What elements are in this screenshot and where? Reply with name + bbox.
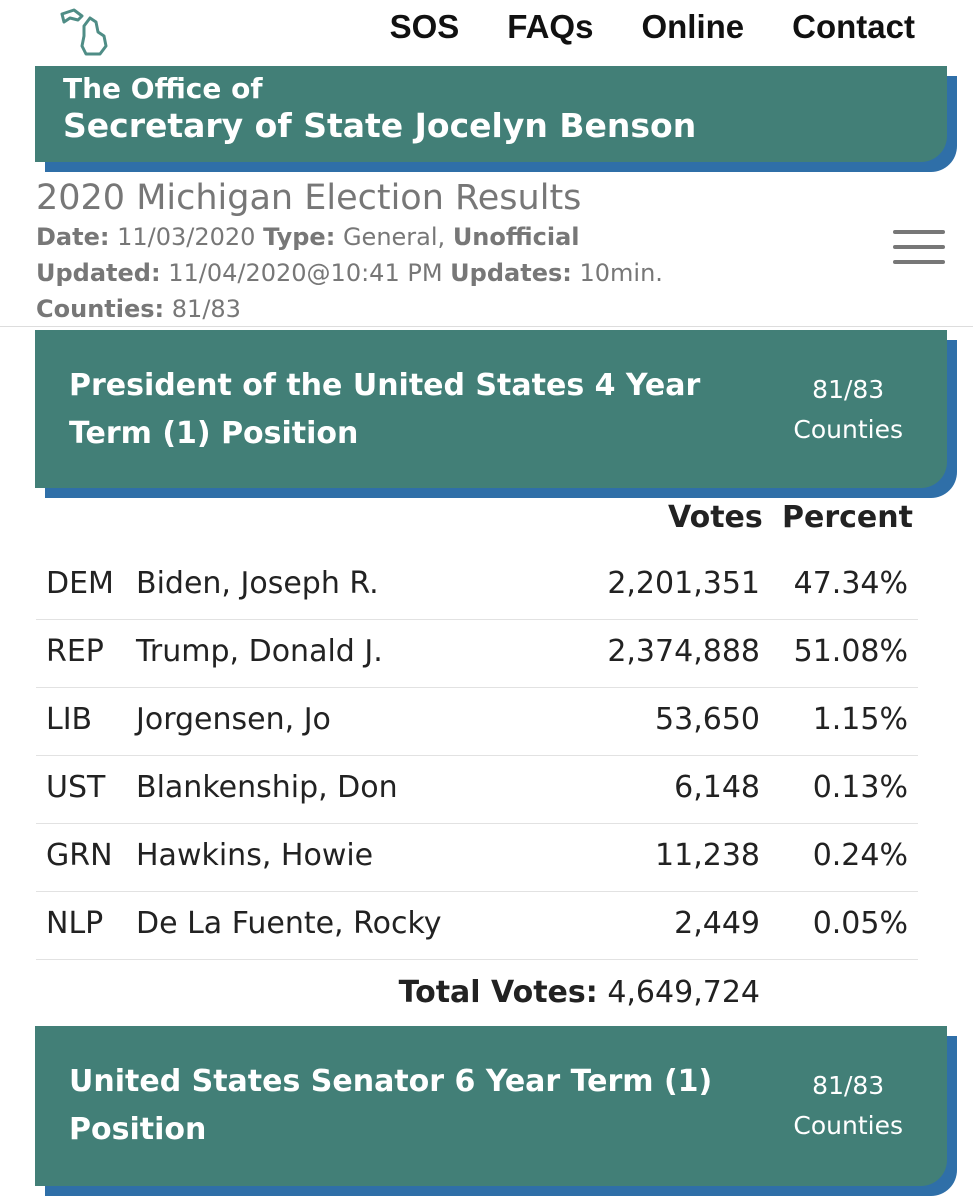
candidate-name: De La Fuente, Rocky: [136, 906, 442, 941]
candidate-name: Blankenship, Don: [136, 770, 398, 805]
race-counties-count: 81/83 Counties: [793, 1066, 903, 1146]
votes-cell: 2,449: [674, 906, 760, 941]
top-navigation: SOS FAQs Online Contact: [0, 0, 973, 62]
nav-faqs-link[interactable]: FAQs: [507, 8, 594, 45]
date-label: Date:: [36, 223, 110, 251]
percent-cell: 51.08%: [793, 634, 908, 669]
table-row: LIB Jorgensen, Jo 53,650 1.15%: [36, 688, 918, 756]
counties-label: Counties:: [36, 295, 165, 323]
total-votes: Total Votes: 4,649,724: [399, 975, 760, 1010]
menu-bar: [893, 245, 945, 249]
updated-label: Updated:: [36, 259, 161, 287]
race-title: President of the United States 4 Year Te…: [69, 368, 701, 451]
menu-bar: [893, 260, 945, 264]
votes-cell: 2,374,888: [607, 634, 760, 669]
date-value: 11/03/2020: [117, 223, 256, 251]
nav-sos-link[interactable]: SOS: [389, 8, 460, 45]
updates-label: Updates:: [450, 259, 572, 287]
type-value: General,: [342, 223, 446, 251]
race-counties-count: 81/83 Counties: [793, 370, 903, 450]
candidate-name: Trump, Donald J.: [136, 634, 383, 669]
election-updated-line: Updated: 11/04/2020@10:41 PM Updates: 10…: [36, 256, 663, 290]
menu-bar: [893, 230, 945, 234]
race-card-face: [35, 330, 947, 488]
header-divider: [0, 326, 973, 327]
results-table: DEM Biden, Joseph R. 2,201,351 47.34% RE…: [36, 552, 918, 960]
table-row: DEM Biden, Joseph R. 2,201,351 47.34%: [36, 552, 918, 620]
race-card-face: [35, 1026, 947, 1186]
race-counties-value: 81/83: [812, 1071, 885, 1100]
percent-cell: 47.34%: [793, 566, 908, 601]
election-counties-line: Counties: 81/83: [36, 292, 663, 326]
counties-value: 81/83: [171, 295, 241, 323]
votes-column-header: Votes: [668, 500, 763, 535]
race-card-president[interactable]: President of the United States 4 Year Te…: [35, 330, 957, 498]
candidate-name: Biden, Joseph R.: [136, 566, 379, 601]
votes-cell: 11,238: [655, 838, 760, 873]
table-row: GRN Hawkins, Howie 11,238 0.24%: [36, 824, 918, 892]
office-banner-face: [35, 66, 947, 162]
party-cell: NLP: [46, 906, 104, 941]
party-cell: LIB: [46, 702, 93, 737]
percent-cell: 0.05%: [812, 906, 908, 941]
total-votes-label: Total Votes:: [398, 975, 598, 1010]
table-row: NLP De La Fuente, Rocky 2,449 0.05%: [36, 892, 918, 960]
votes-cell: 53,650: [655, 702, 760, 737]
candidate-name: Jorgensen, Jo: [136, 702, 331, 737]
table-row: REP Trump, Donald J. 2,374,888 51.08%: [36, 620, 918, 688]
nav-contact-link[interactable]: Contact: [792, 8, 915, 45]
party-cell: REP: [46, 634, 104, 669]
race-counties-label: Counties: [793, 1111, 903, 1140]
party-cell: GRN: [46, 838, 113, 873]
votes-cell: 6,148: [674, 770, 760, 805]
nav-online-link[interactable]: Online: [641, 8, 745, 45]
percent-cell: 0.13%: [812, 770, 908, 805]
race-title: United States Senator 6 Year Term (1) Po…: [69, 1064, 713, 1147]
party-cell: UST: [46, 770, 106, 805]
race-counties-value: 81/83: [812, 375, 885, 404]
office-title-line2: Secretary of State Jocelyn Benson: [63, 106, 697, 145]
race-counties-label: Counties: [793, 415, 903, 444]
election-info: 2020 Michigan Election Results Date: 11/…: [36, 178, 663, 326]
table-row: UST Blankenship, Don 6,148 0.13%: [36, 756, 918, 824]
main-nav: SOS FAQs Online Contact: [390, 8, 915, 46]
michigan-logo-icon[interactable]: [56, 6, 120, 58]
updates-value: 10min.: [579, 259, 663, 287]
total-votes-value: 4,649,724: [607, 975, 760, 1010]
type-status: Unofficial: [452, 223, 580, 251]
party-cell: DEM: [46, 566, 114, 601]
election-title: 2020 Michigan Election Results: [36, 178, 582, 218]
hamburger-menu-icon[interactable]: [893, 230, 945, 264]
race-card-senator[interactable]: United States Senator 6 Year Term (1) Po…: [35, 1026, 957, 1196]
percent-cell: 0.24%: [812, 838, 908, 873]
updated-value: 11/04/2020@10:41 PM: [168, 259, 443, 287]
office-title-line1: The Office of: [63, 72, 263, 105]
percent-cell: 1.15%: [812, 702, 908, 737]
votes-cell: 2,201,351: [607, 566, 760, 601]
election-date-line: Date: 11/03/2020 Type: General, Unoffici…: [36, 220, 663, 254]
office-banner: The Office of Secretary of State Jocelyn…: [35, 66, 957, 172]
percent-column-header: Percent: [782, 500, 913, 535]
type-label: Type:: [263, 223, 336, 251]
candidate-name: Hawkins, Howie: [136, 838, 374, 873]
